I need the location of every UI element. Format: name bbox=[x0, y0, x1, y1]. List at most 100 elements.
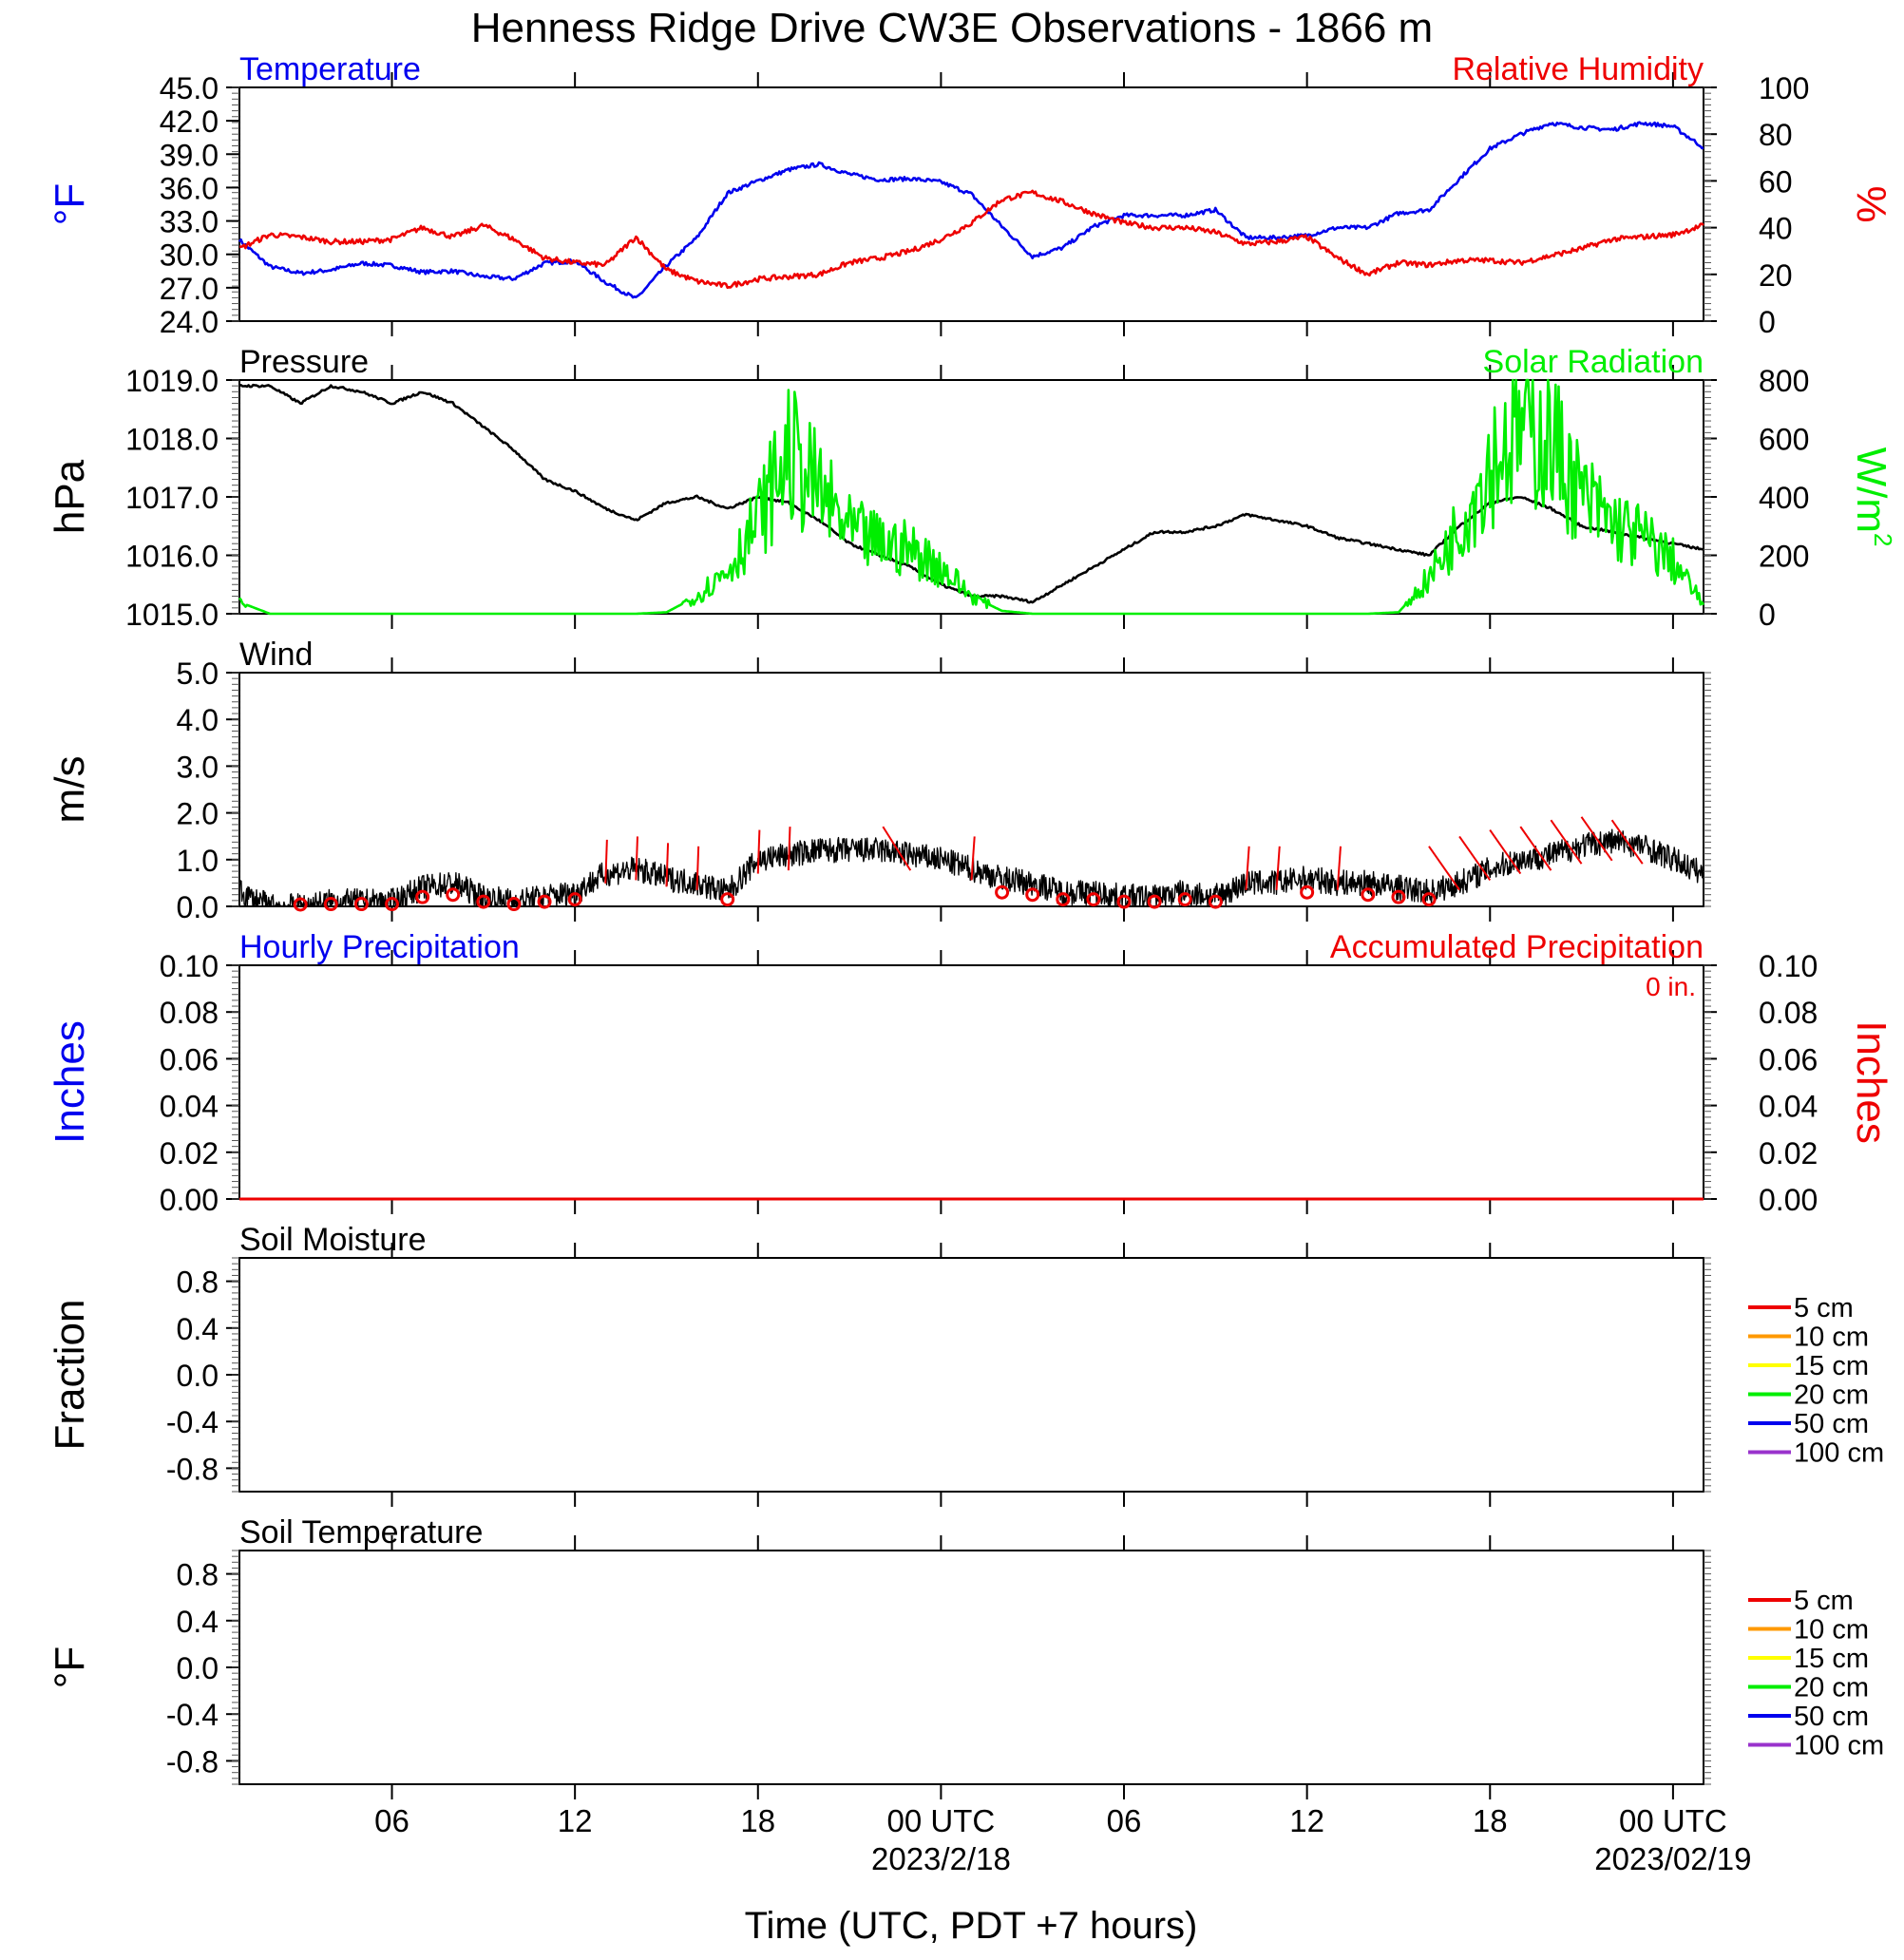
y-right-tick-label: 0.00 bbox=[1759, 1183, 1818, 1217]
x-date-label: 2023/2/18 bbox=[871, 1841, 1011, 1876]
calm-wind-circle bbox=[1086, 892, 1101, 907]
calm-wind-circle bbox=[353, 897, 369, 912]
y-tick-label: 0.06 bbox=[160, 1042, 219, 1076]
calm-wind-circle bbox=[1177, 892, 1192, 907]
y-tick-label: 1015.0 bbox=[125, 598, 219, 632]
right-unit-text: Inches bbox=[1848, 1020, 1894, 1144]
panel-right-unit: Inches bbox=[1848, 1020, 1894, 1144]
y-right-tick-label: 0 bbox=[1759, 305, 1776, 339]
y-tick-label: 0.4 bbox=[177, 1605, 219, 1639]
y-right-tick-label: 0.04 bbox=[1759, 1090, 1818, 1124]
y-tick-label: 1.0 bbox=[177, 844, 219, 878]
wind-barb bbox=[756, 829, 761, 874]
wind-barb bbox=[882, 826, 912, 871]
y-tick-label: 3.0 bbox=[177, 750, 219, 784]
y-tick-label: 30.0 bbox=[160, 238, 219, 273]
y-tick-label: -0.4 bbox=[166, 1698, 219, 1732]
y-tick-label: 0.10 bbox=[160, 949, 219, 983]
y-tick-label: -0.4 bbox=[166, 1405, 219, 1439]
wind-barb bbox=[1336, 846, 1342, 890]
calm-wind-circle bbox=[1391, 889, 1406, 904]
y-right-tick-label: 0 bbox=[1759, 598, 1776, 632]
legend-label: 100 cm bbox=[1794, 1438, 1884, 1469]
y-right-tick-label: 0.02 bbox=[1759, 1136, 1818, 1170]
calm-wind-circle bbox=[476, 894, 491, 909]
chart-title: Henness Ridge Drive CW3E Observations - … bbox=[471, 5, 1433, 51]
y-tick-label: 4.0 bbox=[177, 703, 219, 737]
panel-right-unit: % bbox=[1848, 185, 1894, 222]
y-right-tick-label: 60 bbox=[1759, 164, 1793, 199]
calm-wind-circle bbox=[1361, 887, 1376, 903]
y-tick-label: 0.08 bbox=[160, 996, 219, 1030]
x-axis-label: Time (UTC, PDT +7 hours) bbox=[745, 1905, 1198, 1947]
y-tick-label: 0.8 bbox=[177, 1558, 219, 1592]
legend-label: 50 cm bbox=[1794, 1702, 1869, 1732]
panel-left-title: Soil Moisture bbox=[239, 1222, 427, 1258]
panel-left-unit: hPa bbox=[47, 459, 93, 534]
panel-left-unit: Fraction bbox=[47, 1300, 93, 1451]
series-solar-radiation bbox=[238, 378, 1705, 616]
calm-wind-circle bbox=[506, 897, 522, 912]
panels: 45.042.039.036.033.030.027.024.010080604… bbox=[47, 51, 1897, 1799]
panel-left-title: Soil Temperature bbox=[239, 1514, 483, 1551]
legend-label: 10 cm bbox=[1794, 1615, 1869, 1646]
y-tick-label: 0.04 bbox=[160, 1090, 219, 1124]
panel-3: 5.0 4.0 3.0 2.0 1.0 0.0 Wind m/s bbox=[47, 637, 1711, 924]
y-tick-label: 0.0 bbox=[177, 1359, 219, 1393]
panel-right-title: Solar Radiation bbox=[1483, 344, 1704, 380]
y-tick-label: 36.0 bbox=[160, 171, 219, 205]
wind-barb bbox=[1580, 816, 1613, 862]
series-pressure bbox=[238, 383, 1704, 604]
calm-wind-circle bbox=[323, 897, 338, 912]
calm-wind-circle bbox=[1147, 894, 1162, 909]
y-right-tick-label: 800 bbox=[1759, 364, 1809, 398]
y-right-tick-label: 600 bbox=[1759, 423, 1809, 457]
y-tick-label: 0.0 bbox=[177, 1651, 219, 1685]
calm-wind-circle bbox=[537, 894, 552, 909]
y-tick-label: 1019.0 bbox=[125, 364, 219, 398]
wind-barb bbox=[1550, 819, 1583, 865]
calm-wind-circle bbox=[1421, 892, 1437, 907]
wind-barb bbox=[1428, 846, 1460, 891]
x-tick-label: 00 UTC bbox=[1619, 1803, 1727, 1838]
calm-wind-circle bbox=[1025, 887, 1040, 903]
x-date-label: 2023/02/19 bbox=[1594, 1841, 1751, 1876]
legend-label: 10 cm bbox=[1794, 1323, 1869, 1353]
y-tick-label: 0.00 bbox=[160, 1183, 219, 1217]
wind-barb bbox=[695, 846, 700, 890]
series-temperature bbox=[238, 121, 1704, 299]
x-tick-label: 18 bbox=[740, 1803, 775, 1838]
y-tick-label: 42.0 bbox=[160, 105, 219, 139]
x-tick-label: 06 bbox=[374, 1803, 409, 1838]
panel-1: 45.042.039.036.033.030.027.024.0 100 80 60 4… bbox=[47, 51, 1894, 339]
calm-wind-circle bbox=[1208, 894, 1223, 909]
y-tick-label: 2.0 bbox=[177, 797, 219, 831]
y-tick-label: -0.8 bbox=[166, 1452, 219, 1486]
y-right-tick-label: 40 bbox=[1759, 212, 1793, 246]
wind-barb bbox=[970, 836, 976, 881]
calm-wind-circle bbox=[1116, 894, 1132, 909]
y-right-tick-label: 0.08 bbox=[1759, 996, 1818, 1030]
y-tick-label: 1016.0 bbox=[125, 540, 219, 574]
wind-barb bbox=[1458, 835, 1492, 882]
calm-wind-circle bbox=[1056, 892, 1071, 907]
panel-5: 0.8 0.4 0.0 -0.4 -0.8 Soil Moisture Fraction 5 … bbox=[47, 1222, 1884, 1507]
y-tick-label: 0.8 bbox=[177, 1265, 219, 1300]
plot-frame bbox=[238, 1257, 1704, 1493]
calm-wind-circle bbox=[293, 897, 308, 912]
panel-right-title: Accumulated Precipitation bbox=[1330, 929, 1704, 965]
x-tick-label: 06 bbox=[1107, 1803, 1142, 1838]
y-right-tick-label: 400 bbox=[1759, 481, 1809, 515]
panel-left-title: Wind bbox=[239, 637, 313, 673]
y-tick-label: 27.0 bbox=[160, 272, 219, 306]
y-tick-label: 0.0 bbox=[177, 890, 219, 924]
panel-right-unit: W/m2 bbox=[1848, 447, 1897, 547]
calm-wind-circle bbox=[446, 887, 461, 903]
y-tick-label: 24.0 bbox=[160, 305, 219, 339]
panel-left-title: Pressure bbox=[239, 344, 369, 380]
y-tick-label: 0.4 bbox=[177, 1312, 219, 1346]
legend-label: 20 cm bbox=[1794, 1673, 1869, 1703]
wind-barb bbox=[1610, 819, 1644, 865]
